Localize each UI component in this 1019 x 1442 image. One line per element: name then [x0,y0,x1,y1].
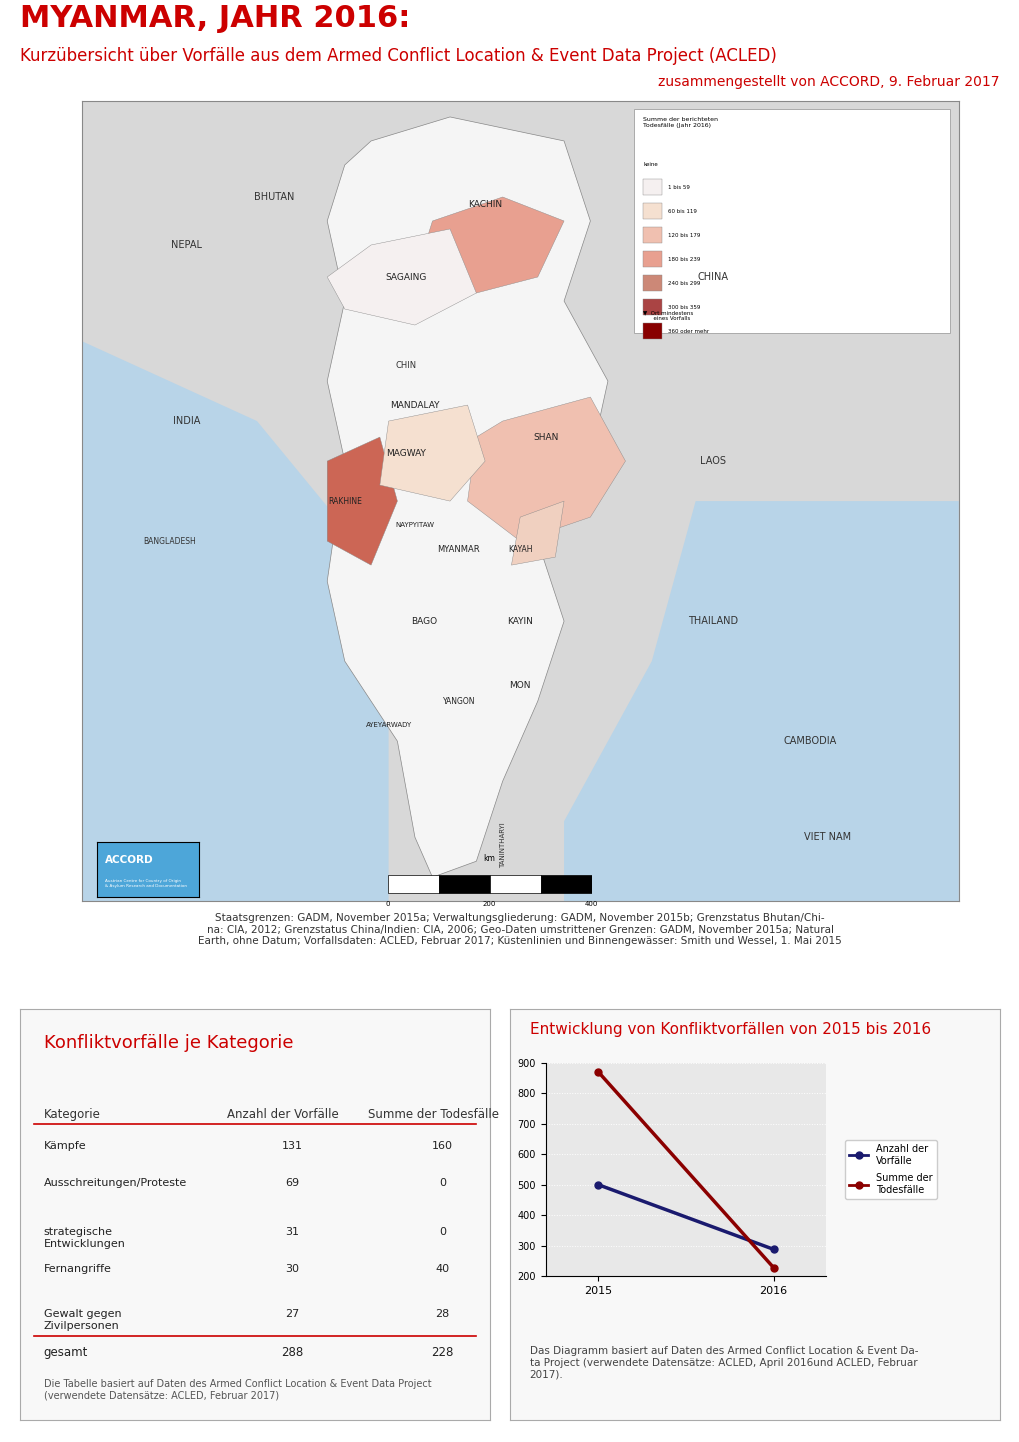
Text: keine: keine [642,163,657,167]
Text: Staatsgrenzen: GADM, November 2015a; Verwaltungsgliederung: GADM, November 2015b: Staatsgrenzen: GADM, November 2015a; Ver… [198,913,842,946]
Polygon shape [379,405,485,500]
Text: 0: 0 [385,901,389,907]
Text: 228: 228 [431,1347,453,1360]
Text: RAKHINE: RAKHINE [327,496,362,506]
Text: SAGAING: SAGAING [385,273,426,281]
Polygon shape [327,437,397,565]
Bar [642,179,661,195]
Text: 160: 160 [432,1141,452,1151]
Text: MYANMAR: MYANMAR [437,545,480,554]
Text: 360 oder mehr: 360 oder mehr [666,329,708,335]
Text: CAMBODIA: CAMBODIA [783,737,836,746]
Text: Summe der Todesfälle: Summe der Todesfälle [368,1107,498,1120]
Text: ACCORD: ACCORD [105,855,154,865]
Text: ▼  Ort mindestens
      eines Vorfalls: ▼ Ort mindestens eines Vorfalls [642,310,693,322]
Text: 40: 40 [435,1265,449,1275]
Text: 180 bis 239: 180 bis 239 [666,257,699,262]
Text: THAILAND: THAILAND [688,616,738,626]
Polygon shape [467,397,625,541]
Text: TANINTHARYI: TANINTHARYI [499,822,505,868]
Text: 31: 31 [285,1227,300,1237]
Text: CHIN: CHIN [395,360,417,369]
Text: 120 bis 179: 120 bis 179 [666,234,699,238]
Bar [489,875,540,893]
Text: 0: 0 [439,1227,445,1237]
Text: AYEYARWADY: AYEYARWADY [365,722,412,728]
Text: KAYAH: KAYAH [507,545,532,554]
Text: 240 bis 299: 240 bis 299 [666,281,699,286]
Bar [642,300,661,316]
Polygon shape [511,500,564,565]
Text: 1 bis 59: 1 bis 59 [666,185,689,190]
Text: 28: 28 [435,1309,449,1319]
Text: Das Diagramm basiert auf Daten des Armed Conflict Location & Event Da-
ta Projec: Das Diagramm basiert auf Daten des Armed… [529,1347,917,1380]
Text: BANGLADESH: BANGLADESH [143,536,196,545]
Text: Kämpfe: Kämpfe [44,1141,87,1151]
Text: NAYPYITAW: NAYPYITAW [395,522,434,528]
Text: 0: 0 [439,1178,445,1188]
Text: zusammengestellt von ACCORD, 9. Februar 2017: zusammengestellt von ACCORD, 9. Februar … [657,75,999,89]
Text: SHAN: SHAN [533,433,558,441]
Text: 30: 30 [285,1265,300,1275]
Text: km: km [483,854,495,864]
Text: strategische
Entwicklungen: strategische Entwicklungen [44,1227,125,1249]
Polygon shape [82,340,388,901]
Legend: Anzahl der
Vorfälle, Summe der
Todesfälle: Anzahl der Vorfälle, Summe der Todesfäll… [845,1141,935,1198]
Text: 200: 200 [482,901,496,907]
Text: MAGWAY: MAGWAY [386,448,426,457]
Text: 131: 131 [282,1141,303,1151]
Bar [642,275,661,291]
Text: MYANMAR, JAHR 2016:: MYANMAR, JAHR 2016: [20,4,411,33]
Text: Ausschreitungen/Proteste: Ausschreitungen/Proteste [44,1178,186,1188]
Bar [387,875,438,893]
Text: CHINA: CHINA [697,273,728,283]
Text: Entwicklung von Konfliktvorfällen von 2015 bis 2016: Entwicklung von Konfliktvorfällen von 20… [529,1022,929,1037]
Text: 69: 69 [285,1178,300,1188]
Text: Austrian Centre for Country of Origin
& Asylum Research and Documentation: Austrian Centre for Country of Origin & … [105,880,186,887]
Text: 27: 27 [285,1309,300,1319]
Text: KACHIN: KACHIN [468,200,501,209]
Polygon shape [415,198,564,293]
Bar [642,228,661,244]
Text: MON: MON [508,681,531,689]
FancyBboxPatch shape [634,110,949,333]
Text: BAGO: BAGO [411,617,436,626]
Text: INDIA: INDIA [173,417,201,425]
Bar [642,251,661,267]
Text: NEPAL: NEPAL [171,239,202,249]
Text: VIET NAM: VIET NAM [803,832,850,842]
Bar [438,875,489,893]
Text: Summe der berichteten
Todesfälle (Jahr 2016): Summe der berichteten Todesfälle (Jahr 2… [642,117,717,128]
Bar [642,203,661,219]
Text: 400: 400 [584,901,598,907]
Text: KAYIN: KAYIN [506,617,533,626]
Text: 60 bis 119: 60 bis 119 [666,209,696,213]
Text: YANGON: YANGON [442,696,475,705]
Polygon shape [564,500,958,901]
Polygon shape [82,101,958,901]
Text: gesamt: gesamt [44,1347,89,1360]
Text: Die Tabelle basiert auf Daten des Armed Conflict Location & Event Data Project
(: Die Tabelle basiert auf Daten des Armed … [44,1379,431,1400]
Text: 288: 288 [281,1347,304,1360]
Text: Konfliktvorfälle je Kategorie: Konfliktvorfälle je Kategorie [44,1034,293,1053]
Bar [642,323,661,339]
Text: Fernangriffe: Fernangriffe [44,1265,112,1275]
Polygon shape [327,117,607,877]
Bar [540,875,591,893]
Text: Anzahl der Vorfälle: Anzahl der Vorfälle [227,1107,338,1120]
Text: 300 bis 359: 300 bis 359 [666,304,699,310]
Text: LAOS: LAOS [699,456,726,466]
Text: Gewalt gegen
Zivilpersonen: Gewalt gegen Zivilpersonen [44,1309,121,1331]
Text: Kategorie: Kategorie [44,1107,101,1120]
Text: BHUTAN: BHUTAN [254,192,294,202]
Polygon shape [327,229,476,324]
Text: MANDALAY: MANDALAY [390,401,439,410]
Text: Kurzübersicht über Vorfälle aus dem Armed Conflict Location & Event Data Project: Kurzübersicht über Vorfälle aus dem Arme… [20,48,776,65]
